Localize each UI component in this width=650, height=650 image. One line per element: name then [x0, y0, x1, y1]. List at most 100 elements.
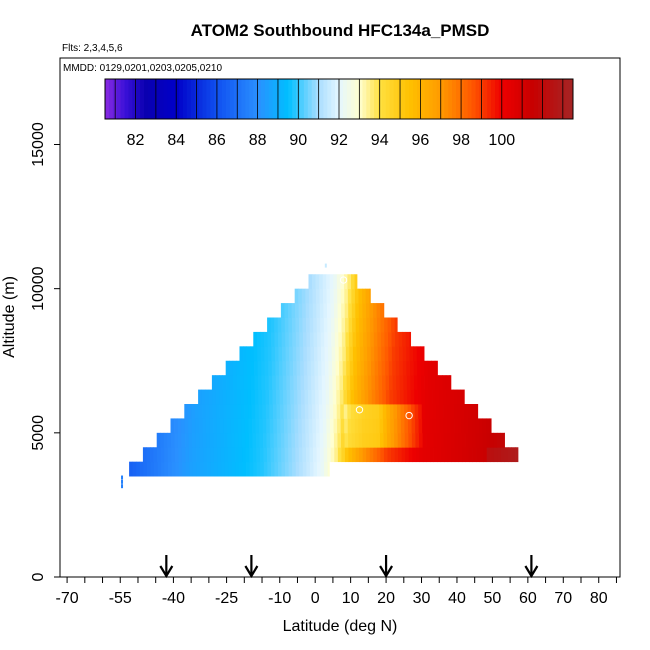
heatmap-cell	[312, 432, 317, 448]
heatmap-cell	[493, 447, 498, 463]
heatmap-cell	[332, 389, 337, 405]
heatmap-cell	[298, 288, 303, 304]
heatmap-cell	[216, 432, 221, 448]
heatmap-cell	[305, 288, 310, 304]
heatmap-cell	[387, 447, 392, 463]
heatmap-cell	[293, 389, 298, 405]
colorbar-swatch	[526, 79, 531, 119]
heatmap-cell	[443, 432, 448, 448]
heatmap-cell	[330, 447, 335, 463]
heatmap-cell	[267, 346, 272, 362]
heatmap-cell	[356, 331, 361, 347]
heatmap-cell	[426, 447, 431, 463]
heatmap-cell	[515, 447, 519, 463]
heatmap-cell	[385, 375, 390, 390]
heatmap-cell	[426, 432, 431, 448]
heatmap-cell	[246, 360, 251, 376]
heatmap-cell	[387, 331, 392, 347]
heatmap-cell	[187, 404, 192, 419]
heatmap-cell	[256, 461, 261, 477]
heatmap-cell	[319, 418, 324, 434]
heatmap-cell	[347, 274, 352, 290]
heatmap-cell	[468, 447, 473, 463]
heatmap-cell	[260, 346, 265, 362]
heatmap-cell	[500, 432, 505, 448]
heatmap-cell	[387, 317, 392, 333]
colorbar-swatch	[409, 79, 414, 119]
open-circle-marker	[405, 411, 413, 420]
heatmap-cell	[450, 418, 455, 434]
heatmap-cell	[277, 317, 282, 333]
heatmap-cell	[418, 404, 423, 419]
heatmap-cell	[320, 447, 325, 463]
heatmap-cell	[150, 447, 154, 463]
heatmap-cell	[310, 331, 314, 347]
heatmap-cell	[438, 375, 443, 390]
heatmap-cell	[146, 461, 151, 477]
colorbar-swatch	[167, 79, 172, 119]
heatmap-cell	[340, 404, 345, 419]
heatmap-cell	[275, 375, 280, 390]
heatmap-cell	[192, 432, 197, 448]
heatmap-cell	[353, 375, 358, 390]
colorbar-swatch	[432, 79, 437, 119]
heatmap-cell	[263, 461, 268, 477]
heatmap-cell	[471, 418, 476, 434]
heatmap-cell	[388, 360, 393, 376]
heatmap-cell	[221, 461, 226, 477]
colorbar-swatch	[545, 79, 551, 119]
heatmap-cell	[399, 375, 404, 390]
heatmap-cell	[436, 418, 441, 434]
heatmap-cell	[341, 447, 346, 463]
heatmap-cell	[424, 389, 429, 405]
heatmap-cell	[309, 447, 314, 463]
heatmap-cell	[396, 389, 401, 405]
heatmap-cell	[272, 389, 277, 405]
heatmap-cell	[288, 461, 293, 477]
heatmap-cell	[472, 447, 477, 463]
heatmap-cell	[365, 288, 370, 304]
heatmap-cell	[270, 317, 275, 333]
heatmap-cell	[238, 447, 243, 463]
colorbar-swatch	[549, 79, 554, 119]
heatmap-cell	[282, 346, 286, 362]
heatmap-cell	[315, 288, 320, 304]
heatmap-cell	[327, 331, 332, 347]
heatmap-cell	[422, 447, 427, 463]
heatmap-cell	[389, 389, 394, 405]
colorbar-swatch	[128, 79, 133, 119]
colorbar-swatch	[147, 79, 153, 119]
heatmap-cell	[363, 346, 368, 362]
heatmap-cell	[217, 447, 222, 463]
heatmap-cell	[281, 331, 286, 347]
colorbar-swatch	[417, 79, 422, 119]
heatmap-cell	[220, 418, 225, 434]
colorbar-swatch	[292, 79, 297, 119]
heatmap-cell	[437, 447, 442, 463]
heatmap-cell	[355, 447, 360, 463]
colorbar-swatch	[190, 79, 196, 119]
heatmap-cell	[297, 389, 302, 405]
heatmap-cell	[160, 447, 165, 463]
heatmap-cell	[269, 418, 274, 434]
heatmap-cell	[340, 274, 345, 290]
heatmap-cell	[464, 404, 469, 419]
colorbar-swatch	[483, 79, 488, 119]
colorbar-swatch	[105, 79, 110, 119]
heatmap-cell	[361, 418, 366, 434]
heatmap-cell	[400, 404, 405, 419]
heatmap-cell	[500, 447, 505, 463]
heatmap-cell	[348, 303, 353, 318]
heatmap-cell	[504, 432, 505, 448]
heatmap-cell	[278, 360, 283, 376]
heatmap-cell	[284, 432, 289, 448]
heatmap-cell	[265, 389, 270, 405]
heatmap-cell	[351, 418, 356, 434]
heatmap-cell	[369, 317, 374, 333]
heatmap-cell	[175, 461, 180, 477]
colorbar-swatch	[495, 79, 500, 119]
colorbar-swatch	[261, 79, 266, 119]
heatmap-cell	[241, 432, 246, 448]
heatmap-cell	[444, 447, 449, 463]
heatmap-cell	[292, 461, 297, 477]
